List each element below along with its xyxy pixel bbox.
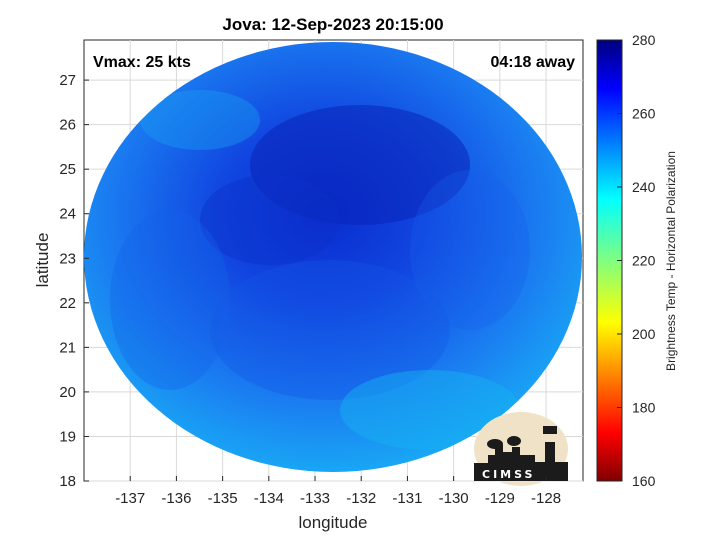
y-tick-label: 20: [59, 384, 76, 401]
y-tick-label: 19: [59, 428, 76, 445]
y-tick-label: 22: [59, 295, 76, 312]
swath-texture: [110, 90, 530, 450]
x-tick-label: -134: [254, 490, 284, 507]
y-tick-label: 27: [59, 72, 76, 89]
x-axis: -137 -136 -135 -134 -133 -132 -131 -130 -129 -128: [115, 476, 561, 507]
y-tick-label: 26: [59, 117, 76, 134]
y-axis: 18 19 20 21 22 23 24 25 26 27: [59, 72, 89, 490]
colorbar-tick-label: 240: [632, 179, 656, 195]
colorbar-tick-label: 280: [632, 32, 656, 48]
colorbar-tick-label: 220: [632, 253, 656, 269]
x-tick-label: -131: [392, 490, 422, 507]
logo-text: CIMSS: [482, 468, 535, 481]
x-tick-label: -137: [115, 490, 145, 507]
y-tick-label: 23: [59, 250, 76, 267]
x-tick-label: -136: [161, 490, 191, 507]
y-axis-label: latitude: [33, 233, 52, 288]
x-tick-label: -135: [208, 490, 238, 507]
vmax-annotation: Vmax: 25 kts: [93, 54, 191, 71]
y-tick-label: 18: [59, 473, 76, 490]
colorbar-tick-label: 260: [632, 106, 656, 122]
cimss-logo: CIMSS: [474, 412, 568, 486]
colorbar-tick-label: 200: [632, 326, 656, 342]
colorbar-tick-label: 160: [632, 473, 656, 489]
colorbar-tick-label: 180: [632, 400, 656, 416]
x-tick-label: -128: [531, 490, 561, 507]
chart-title: Jova: 12-Sep-2023 20:15:00: [222, 15, 443, 34]
x-tick-label: -130: [439, 490, 469, 507]
y-tick-label: 25: [59, 161, 76, 178]
x-tick-label: -133: [300, 490, 330, 507]
colorbar-axis: 160 180 200 220 240 260 280: [617, 32, 656, 489]
colorbar-label: Brightness Temp - Horizontal Polarizatio…: [664, 151, 678, 371]
x-axis-label: longitude: [298, 513, 367, 532]
time-away-annotation: 04:18 away: [490, 54, 575, 71]
x-tick-label: -132: [346, 490, 376, 507]
y-tick-label: 21: [59, 339, 76, 356]
x-tick-label: -129: [485, 490, 515, 507]
y-tick-label: 24: [59, 206, 76, 223]
